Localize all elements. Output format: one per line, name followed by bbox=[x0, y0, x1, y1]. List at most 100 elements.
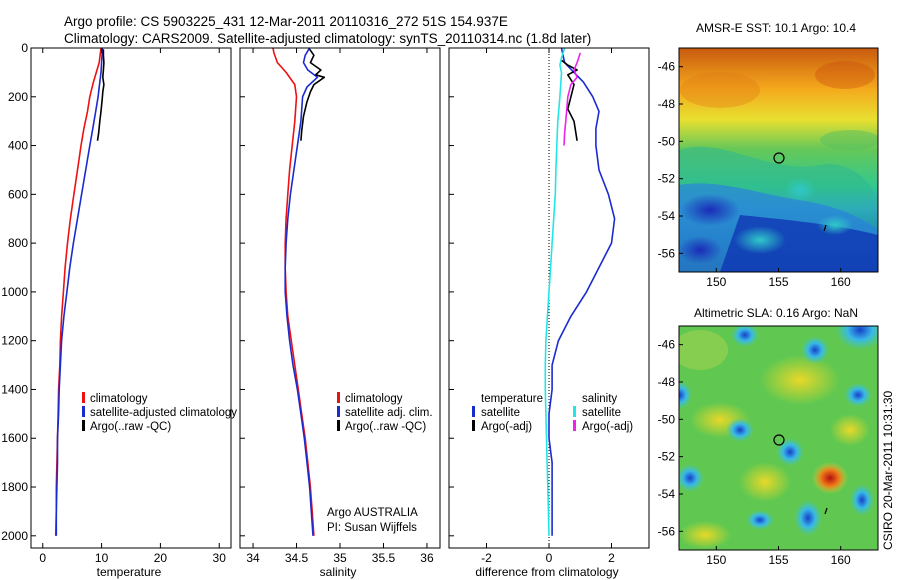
map-y-tick-label: -52 bbox=[658, 172, 676, 186]
y-tick-label: 1600 bbox=[1, 431, 28, 445]
series-line-temperature-argo-adj bbox=[561, 59, 578, 141]
legend-label-temp-satellite: satellite bbox=[481, 407, 520, 419]
map-y-tick-label: -46 bbox=[658, 60, 676, 74]
legend-swatch-argo bbox=[82, 420, 85, 431]
difference-x-ticks: -2 0 2 bbox=[449, 47, 615, 565]
legend-label-temp-argo: Argo(-adj) bbox=[481, 421, 532, 433]
x-tick-label: 0 bbox=[39, 551, 46, 565]
figure-title-line2: Climatology: CARS2009. Satellite-adjuste… bbox=[64, 31, 591, 46]
salinity-plot-area bbox=[272, 47, 326, 536]
sst-heatmap bbox=[679, 48, 878, 272]
map-x-tick-label: 160 bbox=[831, 553, 851, 567]
difference-panel: -2 0 2 difference from climatology tempera… bbox=[448, 47, 650, 579]
difference-legend: temperature satellite Argo(-adj) salinit… bbox=[472, 393, 633, 433]
sla-map-title: Altimetric SLA: 0.16 Argo: NaN bbox=[694, 306, 858, 320]
y-tick-label: 2000 bbox=[1, 529, 28, 543]
x-tick-label: 10 bbox=[95, 551, 109, 565]
legend-swatch-temp-argo bbox=[472, 420, 475, 431]
map-y-tick-label: -54 bbox=[658, 487, 676, 501]
temperature-legend: climatology satellite-adjusted climatolo… bbox=[82, 392, 237, 433]
map-y-tick-label: -56 bbox=[658, 524, 676, 538]
salinity-panel: 34 34.5 35 35.5 36 salinity climatology sate… bbox=[239, 47, 441, 579]
csiro-timestamp-label: CSIRO 20-Mar-2011 10:31:30 bbox=[881, 390, 895, 550]
legend-swatch-climatology bbox=[337, 392, 340, 403]
x-tick-label: -2 bbox=[481, 551, 492, 565]
map-y-tick-label: -48 bbox=[658, 375, 676, 389]
map-y-tick-label: -56 bbox=[658, 246, 676, 260]
sst-map-panel: AMSR-E SST: 10.1 Argo: 10.4 150 155 160 -46… bbox=[658, 21, 879, 289]
series-line-argo-raw-qc bbox=[96, 49, 105, 141]
legend-label-satellite: satellite-adjusted climatology bbox=[90, 407, 237, 419]
x-tick-label: 35.5 bbox=[372, 551, 396, 565]
y-tick-label: 800 bbox=[8, 236, 28, 250]
legend-label-argo: Argo(..raw -QC) bbox=[90, 421, 171, 433]
series-line-satellite-adj-clim bbox=[284, 47, 319, 536]
y-tick-label: 600 bbox=[8, 187, 28, 201]
difference-plot-area bbox=[544, 47, 616, 548]
map-y-tick-label: -48 bbox=[658, 97, 676, 111]
y-tick-label: 400 bbox=[8, 139, 28, 153]
series-line-salinity-argo-adj bbox=[563, 52, 582, 146]
legend-swatch-climatology bbox=[82, 392, 85, 403]
map-x-tick-label: 155 bbox=[768, 275, 788, 289]
x-tick-label: 20 bbox=[154, 551, 168, 565]
temperature-axes-frame bbox=[30, 47, 232, 549]
y-tick-label: 200 bbox=[8, 90, 28, 104]
legend-label-climatology: climatology bbox=[90, 393, 148, 405]
legend-label-satellite: satellite adj. clim. bbox=[345, 407, 433, 419]
trajectory-mark bbox=[823, 224, 827, 232]
temperature-x-ticks: 0 10 20 30 bbox=[39, 48, 226, 565]
legend-label-argo: Argo(..raw -QC) bbox=[345, 421, 426, 433]
float-owner-annotation: Argo AUSTRALIA bbox=[327, 507, 418, 519]
map-y-tick-label: -50 bbox=[658, 412, 676, 426]
map-y-tick-label: -46 bbox=[658, 338, 676, 352]
legend-heading-salinity: salinity bbox=[582, 393, 617, 405]
x-tick-label: 30 bbox=[213, 551, 227, 565]
y-tick-label: 1000 bbox=[1, 285, 28, 299]
legend-heading-temperature: temperature bbox=[481, 393, 543, 405]
y-tick-label: 1800 bbox=[1, 480, 28, 494]
map-y-tick-label: -52 bbox=[658, 450, 676, 464]
legend-swatch-satellite bbox=[337, 406, 340, 417]
x-tick-label: 36 bbox=[420, 551, 434, 565]
temperature-plot-area bbox=[54, 47, 105, 536]
temperature-panel: 0 10 20 30 0 200 400 600 800 1000 1200 1400 1600 180… bbox=[1, 41, 237, 579]
legend-label-climatology: climatology bbox=[345, 393, 403, 405]
temperature-x-label: temperature bbox=[97, 565, 162, 579]
x-tick-label: 0 bbox=[546, 551, 553, 565]
sst-map-ticks: 150 155 160 -46 -48 -50 -52 -54 -56 bbox=[658, 60, 851, 289]
series-line-salinity-satellite bbox=[544, 47, 566, 536]
legend-swatch-argo bbox=[337, 420, 340, 431]
difference-x-label: difference from climatology bbox=[475, 565, 618, 579]
argo-location-marker bbox=[773, 434, 785, 446]
legend-label-sal-argo: Argo(-adj) bbox=[582, 421, 633, 433]
salinity-x-label: salinity bbox=[320, 565, 357, 579]
map-x-tick-label: 150 bbox=[706, 553, 726, 567]
map-y-tick-label: -54 bbox=[658, 209, 676, 223]
series-line-argo-raw-qc bbox=[300, 48, 326, 141]
salinity-x-ticks: 34 34.5 35 35.5 36 bbox=[240, 47, 434, 565]
x-tick-label: 34 bbox=[246, 551, 260, 565]
legend-swatch-satellite bbox=[82, 406, 85, 417]
map-x-tick-label: 160 bbox=[831, 275, 851, 289]
y-tick-label: 1400 bbox=[1, 382, 28, 396]
trajectory-mark bbox=[824, 507, 828, 515]
map-x-tick-label: 150 bbox=[706, 275, 726, 289]
y-tick-label: 1200 bbox=[1, 334, 28, 348]
float-pi-annotation: PI: Susan Wijffels bbox=[327, 522, 417, 534]
legend-swatch-sal-satellite bbox=[573, 406, 576, 417]
map-y-tick-label: -50 bbox=[658, 134, 676, 148]
series-line-temperature-satellite bbox=[548, 47, 616, 536]
x-tick-label: 2 bbox=[608, 551, 615, 565]
figure-title-line1: Argo profile: CS 5903225_431 12-Mar-2011… bbox=[64, 14, 508, 29]
legend-label-sal-satellite: satellite bbox=[582, 407, 621, 419]
sla-map-ticks: 150 155 160 -46 -48 -50 -52 -54 -56 bbox=[658, 338, 851, 567]
y-tick-label: 0 bbox=[21, 41, 28, 55]
sla-heatmap bbox=[679, 326, 878, 550]
temperature-y-ticks: 0 200 400 600 800 1000 1200 1400 1600 1800 2000 bbox=[1, 41, 36, 543]
legend-swatch-temp-satellite bbox=[472, 406, 475, 417]
sla-map-panel: Altimetric SLA: 0.16 Argo: NaN 150 155 1 bbox=[658, 306, 879, 567]
argo-location-marker bbox=[773, 152, 785, 164]
legend-swatch-sal-argo bbox=[573, 420, 576, 431]
